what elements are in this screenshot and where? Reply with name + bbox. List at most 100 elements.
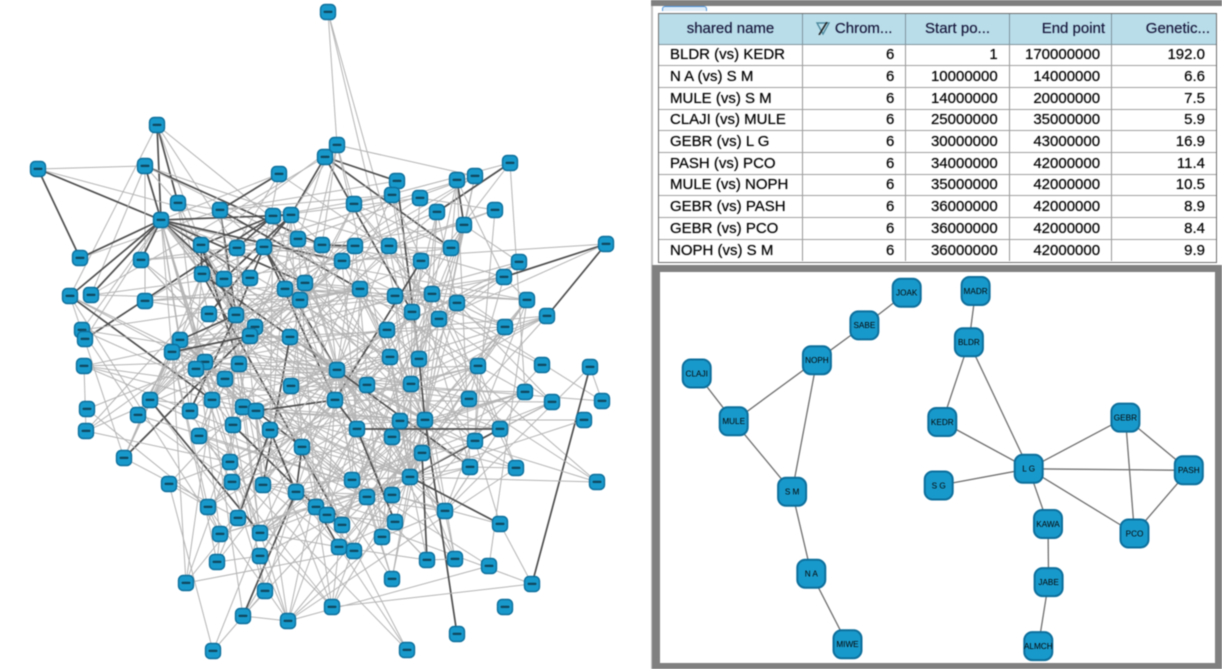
network-node[interactable] [228,239,246,257]
network-node[interactable] [291,291,309,309]
subnetwork-node[interactable]: MULE [718,406,749,437]
subnetwork-edge[interactable] [1028,468,1189,471]
network-node[interactable] [270,165,288,183]
network-node[interactable] [323,598,341,616]
cell-value[interactable]: 6 [802,87,907,110]
cell-value[interactable]: 6 [802,174,907,197]
network-node[interactable] [204,642,222,660]
network-node[interactable] [211,525,229,543]
network-node[interactable] [345,195,363,213]
subnetwork-edge[interactable] [1124,417,1136,534]
cell-value[interactable]: 20000000 [1009,87,1113,110]
network-node[interactable] [412,252,430,270]
subnetwork-node[interactable]: GEBR [1110,402,1141,433]
network-node[interactable] [448,171,466,189]
table-row[interactable]: CLAJI (vs) MULE 6 25000000 35000000 5.9 [659,109,1216,132]
network-node[interactable] [287,483,305,501]
cell-shared-name[interactable]: NOPH (vs) S M [659,239,803,261]
network-node[interactable] [247,402,265,420]
network-node[interactable] [190,427,208,445]
cell-value[interactable]: 6 [802,130,907,153]
subnetwork-edge[interactable] [1028,468,1135,535]
network-node[interactable] [148,116,166,134]
network-node[interactable] [282,206,300,224]
cell-value[interactable]: 9.9 [1111,239,1216,261]
subnetwork-node[interactable]: S M [777,476,808,507]
cell-shared-name[interactable]: PASH (vs) PCO [659,152,803,175]
network-node[interactable] [413,444,431,462]
table-row[interactable]: MULE (vs) S M 6 14000000 20000000 7.5 [659,87,1216,110]
subnetwork-node[interactable]: BLDR [953,327,984,358]
network-node[interactable] [491,515,509,533]
network-node[interactable] [495,268,513,286]
cell-shared-name[interactable]: CLAJI (vs) MULE [659,109,803,132]
network-node[interactable] [398,641,416,659]
network-node[interactable] [160,475,178,493]
subnetwork-edge[interactable] [791,360,818,492]
subnetwork-node[interactable]: KAWA [1033,509,1063,539]
network-node[interactable] [316,148,334,166]
network-node[interactable] [496,598,514,616]
subnetwork-node[interactable]: L G [1013,453,1044,484]
network-node[interactable] [82,286,100,304]
network-node[interactable] [496,318,514,336]
subnetwork-node[interactable]: PASH [1173,455,1204,486]
cell-shared-name[interactable]: GEBR (vs) PCO [659,217,803,240]
cell-value[interactable]: 6 [802,44,907,67]
subnetwork-view[interactable]: JOAK MADR SABE BLDR NOPH CLAJI MULE KEDR GEBR L G… [660,272,1215,663]
network-node[interactable] [501,154,519,172]
network-node[interactable] [507,459,525,477]
network-node[interactable] [510,253,528,271]
network-node[interactable] [538,307,556,325]
network-node[interactable] [466,167,484,185]
network-node[interactable] [455,216,473,234]
cell-value[interactable]: 6 [802,239,907,261]
network-node[interactable] [491,420,509,438]
cell-value[interactable]: 36000000 [905,195,1010,218]
network-node[interactable] [234,607,252,625]
network-node[interactable] [256,582,274,600]
cell-value[interactable]: 6 [802,195,907,218]
subnetwork-node[interactable]: PCO [1119,518,1150,549]
network-node[interactable] [486,201,504,219]
network-node[interactable] [373,528,391,546]
network-node[interactable] [430,310,448,328]
cell-value[interactable]: 8.4 [1111,217,1216,240]
network-node[interactable] [136,157,154,175]
cell-value[interactable]: 42000000 [1009,174,1113,197]
network-node[interactable] [282,377,300,395]
network-node[interactable] [216,370,234,388]
cell-value[interactable]: 35000000 [905,174,1010,197]
network-node[interactable] [436,502,454,520]
subnetwork-node[interactable]: JABE [1033,567,1064,598]
cell-value[interactable]: 1 [905,44,1010,67]
network-node[interactable] [358,376,376,394]
network-node[interactable] [281,328,299,346]
network-node[interactable] [345,542,363,560]
cell-value[interactable]: 170000000 [1009,44,1113,67]
cell-value[interactable]: 36000000 [905,217,1010,240]
network-node[interactable] [208,553,226,571]
network-node[interactable] [326,391,344,409]
cell-shared-name[interactable]: MULE (vs) NOPH [659,174,803,197]
network-node[interactable] [446,550,464,568]
network-node[interactable] [518,291,536,309]
cell-value[interactable]: 14000000 [1009,65,1113,88]
network-node[interactable] [187,360,205,378]
network-node[interactable] [442,239,460,257]
network-node[interactable] [77,422,95,440]
network-node[interactable] [78,400,96,418]
network-node[interactable] [251,524,269,542]
table-row[interactable]: BLDR (vs) KEDR 6 1 170000000 192.0 [659,44,1216,67]
network-node[interactable] [223,473,241,491]
network-node[interactable] [448,625,466,643]
network-node[interactable] [383,486,401,504]
network-node[interactable] [388,172,406,190]
network-node[interactable] [461,458,479,476]
network-node[interactable] [264,207,282,225]
network-node[interactable] [480,557,498,575]
network-node[interactable] [296,274,314,292]
main-network-view[interactable] [0,0,645,669]
column-header-3[interactable]: End point [1009,14,1113,45]
network-node[interactable] [333,252,351,270]
